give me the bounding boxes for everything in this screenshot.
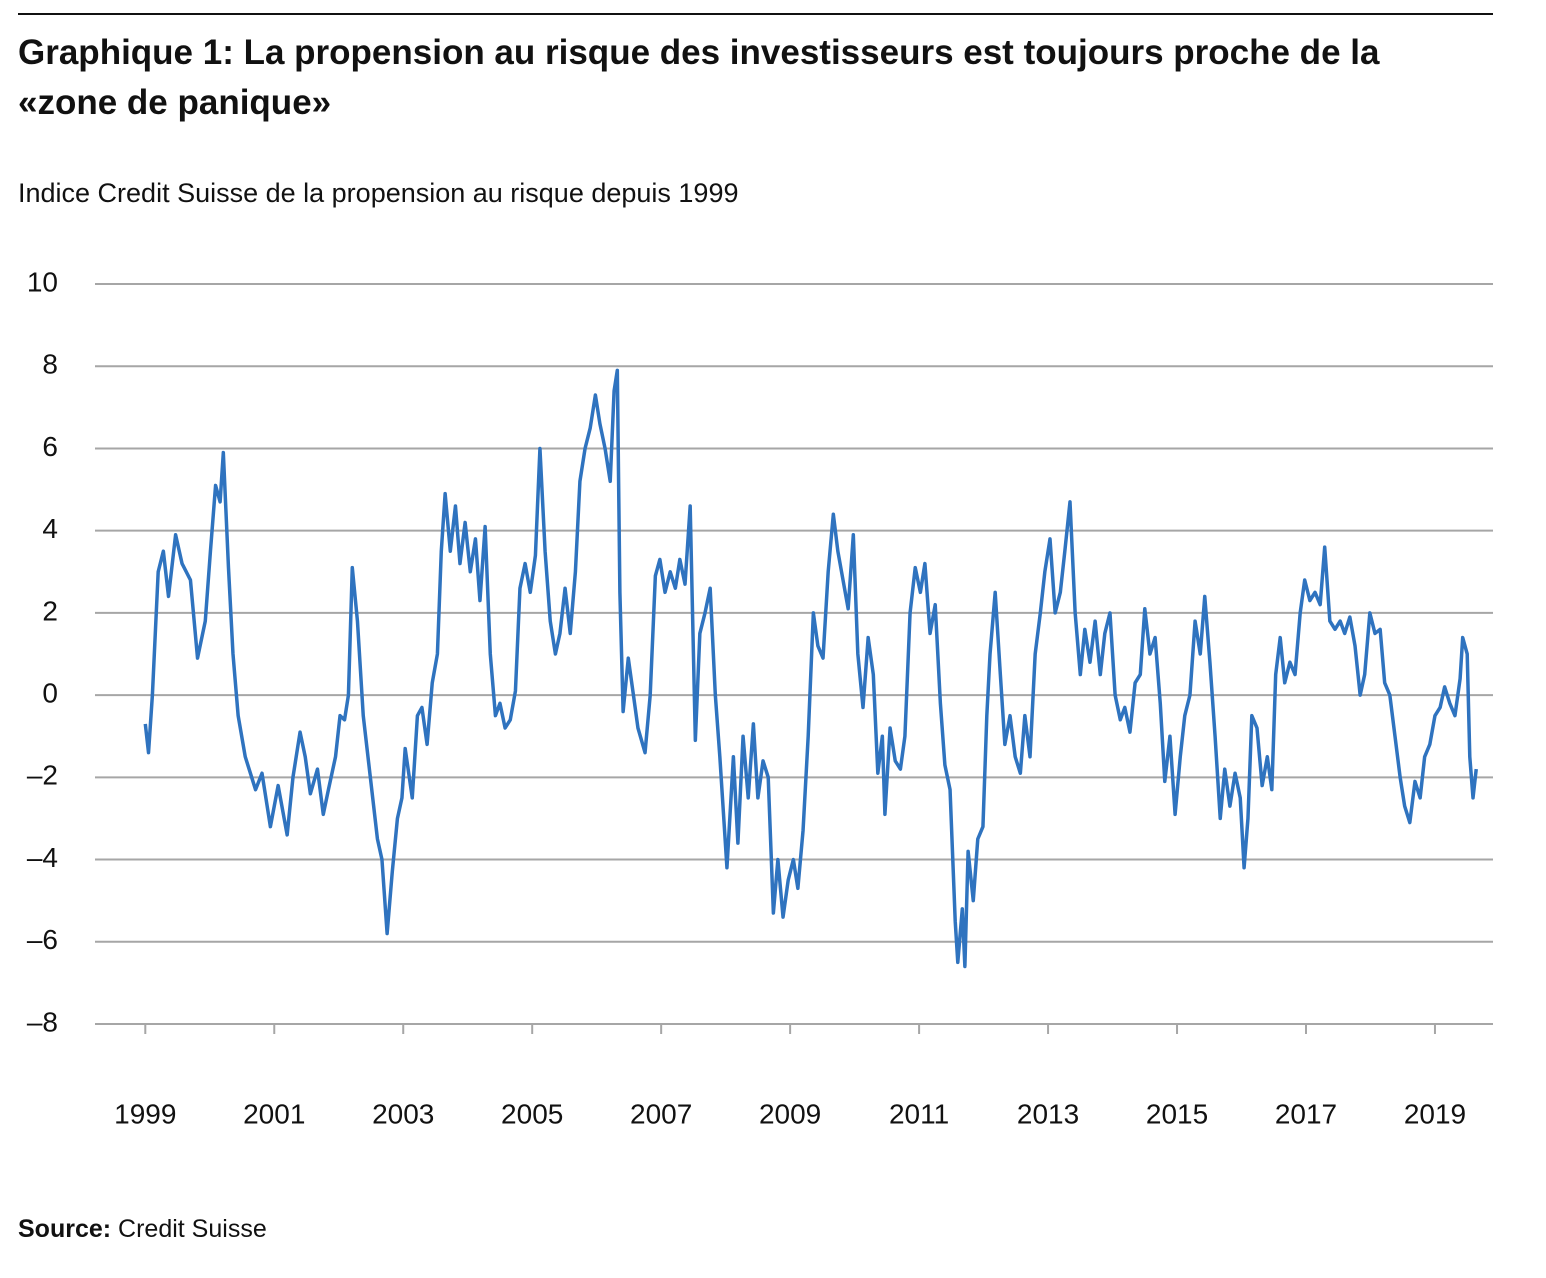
source-label: Source: <box>18 1215 112 1243</box>
source-text: Credit Suisse <box>118 1215 267 1243</box>
y-tick-label: 6 <box>42 431 58 462</box>
y-tick-label: 4 <box>42 513 58 544</box>
chart-title: Graphique 1: La propension au risque des… <box>18 33 1380 122</box>
x-tick-label: 2015 <box>1146 1098 1208 1129</box>
y-tick-label: 10 <box>27 266 58 297</box>
x-tick-label: 1999 <box>114 1098 176 1129</box>
x-tick-label: 2019 <box>1404 1098 1466 1129</box>
y-tick-label: 0 <box>42 678 58 709</box>
y-tick-label: –6 <box>27 924 58 955</box>
y-tick-label: 2 <box>42 595 58 626</box>
y-tick-label: –2 <box>27 760 58 791</box>
y-tick-label: 8 <box>42 349 58 380</box>
x-tick-label: 2011 <box>889 1098 949 1129</box>
x-tick-label: 2003 <box>372 1098 434 1129</box>
data-line <box>143 368 1478 969</box>
x-tick-label: 2009 <box>759 1098 821 1129</box>
x-tick-label: 2007 <box>630 1098 692 1129</box>
y-tick-label: –8 <box>27 1006 58 1037</box>
chart-subtitle: Indice Credit Suisse de la propension au… <box>18 178 739 208</box>
top-rule <box>18 13 1493 15</box>
source-note: Source: Credit Suisse <box>18 1215 267 1244</box>
x-tick-label: 2001 <box>243 1098 305 1129</box>
x-tick-label: 2017 <box>1275 1098 1337 1129</box>
y-tick-label: –4 <box>27 842 58 873</box>
x-tick-label: 2005 <box>501 1098 563 1129</box>
x-tick-label: 2013 <box>1017 1098 1079 1129</box>
